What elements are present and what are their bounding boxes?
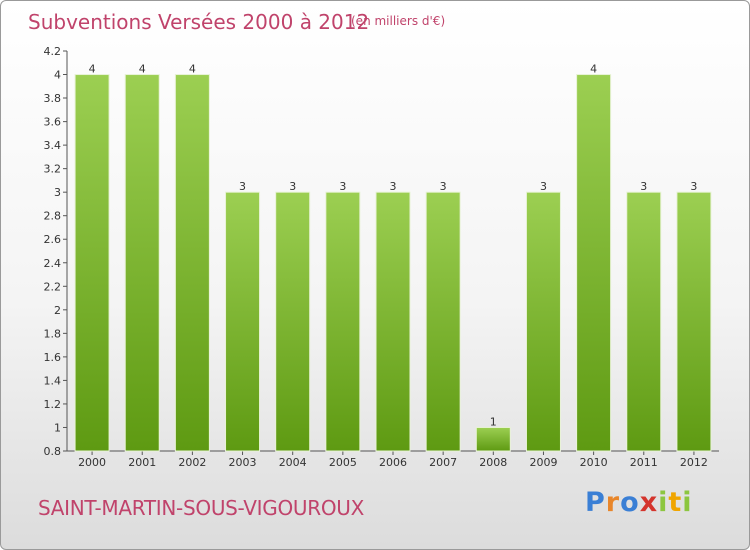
data-label-2012: 3 — [690, 180, 697, 193]
proxiti-logo-letter: t — [668, 487, 683, 518]
data-label-2008: 1 — [490, 415, 497, 428]
x-tick-label: 2009 — [529, 456, 557, 469]
proxiti-logo-letter: i — [682, 487, 693, 518]
y-tick-label: 3.6 — [44, 116, 62, 129]
y-tick-label: 1.4 — [44, 374, 62, 387]
bar-2012 — [676, 191, 712, 452]
bar-2006 — [375, 191, 411, 452]
bar-2008 — [475, 426, 511, 452]
bar-2009 — [525, 191, 561, 452]
data-label-2009: 3 — [540, 180, 547, 193]
y-tick-label: 1.8 — [44, 327, 62, 340]
proxiti-logo-letter: i — [658, 487, 669, 518]
bar-2010 — [576, 74, 612, 452]
y-tick-label: 1.6 — [44, 351, 62, 364]
x-tick-label: 2005 — [329, 456, 357, 469]
bar-2001 — [124, 74, 160, 452]
axes: 0.8 1 1.2 1.4 1.6 1.8 2 2.2 2.4 2.6 2.8 3 3.2 3.4 3.6 3… — [44, 45, 719, 469]
bar-2005 — [325, 191, 361, 452]
x-tick-label: 2002 — [178, 456, 206, 469]
x-tick-label: 2008 — [479, 456, 507, 469]
y-tick-label: 3 — [54, 186, 61, 199]
y-tick-label: 1 — [54, 421, 61, 434]
chart-title: Subventions Versées 2000 à 2012 — [28, 10, 370, 34]
proxiti-logo-letter: x — [639, 487, 659, 518]
proxiti-logo-letter: P — [585, 487, 606, 518]
x-tick-label: 2001 — [128, 456, 156, 469]
data-label-2002: 4 — [189, 63, 196, 76]
x-tick-label: 2012 — [680, 456, 708, 469]
proxiti-logo[interactable]: Proxiti — [585, 487, 693, 518]
data-label-2004: 3 — [289, 180, 296, 193]
bar-2007 — [425, 191, 461, 452]
x-tick-label: 2007 — [429, 456, 457, 469]
x-tick-label: 2003 — [229, 456, 257, 469]
y-tick-label: 2.4 — [44, 257, 62, 270]
y-tick-label: 4.2 — [44, 45, 62, 58]
bar-2004 — [275, 191, 311, 452]
data-label-2000: 4 — [89, 63, 96, 76]
y-tick-label: 3.2 — [44, 163, 62, 176]
x-tick-label: 2000 — [78, 456, 106, 469]
x-tick-label: 2011 — [630, 456, 658, 469]
data-label-2006: 3 — [390, 180, 397, 193]
data-label-2003: 3 — [239, 180, 246, 193]
bars — [74, 74, 712, 452]
bar-2000 — [74, 74, 110, 452]
y-tick-label: 1.2 — [44, 398, 62, 411]
y-tick-label: 3.4 — [44, 139, 62, 152]
data-labels: 4 4 4 3 3 3 3 3 1 3 4 3 3 — [89, 63, 698, 429]
y-tick-label: 2 — [54, 304, 61, 317]
commune-name: SAINT-MARTIN-SOUS-VIGOUROUX — [38, 496, 365, 520]
proxiti-logo-letter: r — [605, 487, 621, 518]
bar-2003 — [225, 191, 261, 452]
x-tick-label: 2004 — [279, 456, 307, 469]
y-tick-label: 0.8 — [44, 445, 62, 458]
bar-2002 — [174, 74, 210, 452]
y-tick-label: 4 — [54, 69, 61, 82]
data-label-2005: 3 — [339, 180, 346, 193]
data-label-2001: 4 — [139, 63, 146, 76]
data-label-2007: 3 — [440, 180, 447, 193]
y-tick-label: 2.2 — [44, 280, 62, 293]
y-tick-label: 2.8 — [44, 210, 62, 223]
data-label-2011: 3 — [640, 180, 647, 193]
y-tick-label: 2.6 — [44, 233, 62, 246]
data-label-2010: 4 — [590, 63, 597, 76]
x-tick-label: 2006 — [379, 456, 407, 469]
x-tick-label: 2010 — [580, 456, 608, 469]
y-tick-label: 3.8 — [44, 92, 62, 105]
proxiti-logo-letter: o — [620, 487, 640, 518]
unit-label: (en milliers d'€) — [351, 14, 446, 28]
bar-2011 — [626, 191, 662, 452]
